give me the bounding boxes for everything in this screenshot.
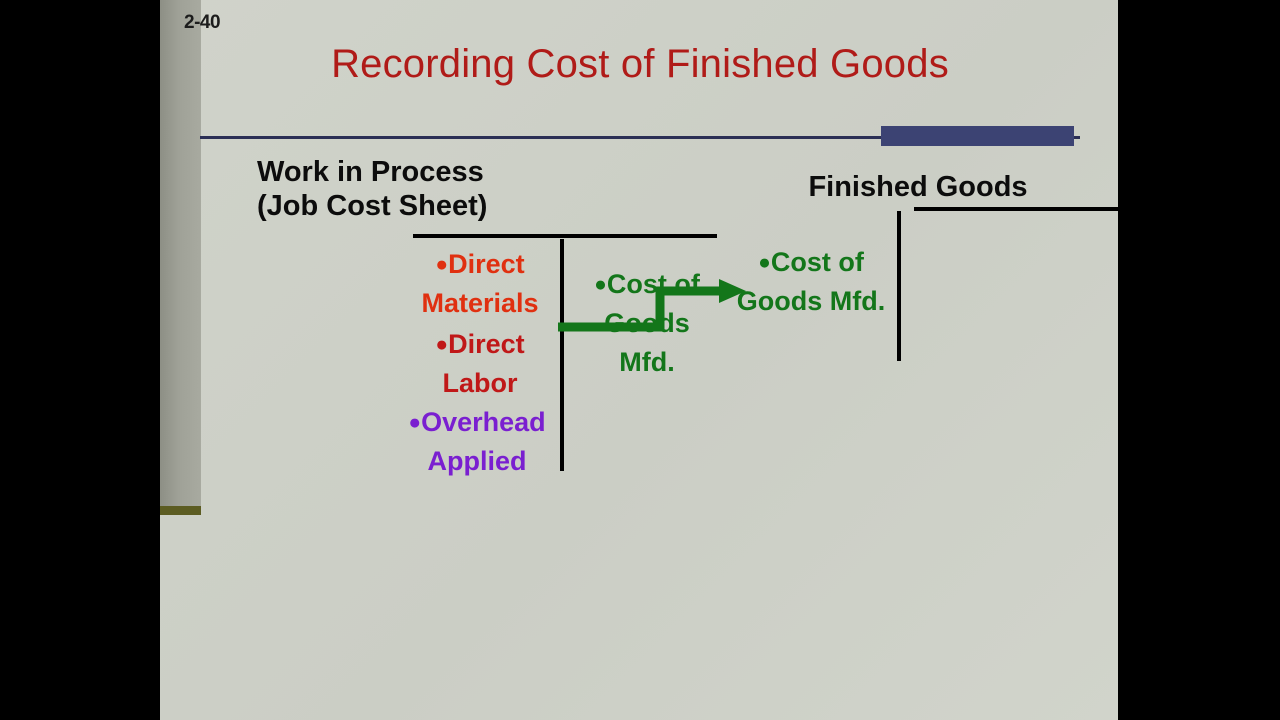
work-in-process-t-underline (413, 234, 717, 238)
work-in-process-title: Work in Process (Job Cost Sheet) (245, 155, 565, 223)
bullet-dot-icon: ● (408, 411, 422, 434)
title-divider-accent-bar (881, 126, 1074, 146)
page-title: Recording Cost of Finished Goods (331, 42, 949, 86)
title-divider-rule (200, 136, 1080, 139)
bullet-dot-icon: ● (435, 333, 449, 356)
work-in-process-account: Work in Process (Job Cost Sheet) (245, 155, 565, 223)
finished-goods-t-divider (897, 211, 901, 361)
flow-arrow-head (719, 279, 746, 303)
work-in-process-t-divider (560, 239, 564, 471)
slide-master-left-band (160, 0, 201, 506)
work-in-process-title-line2: (Job Cost Sheet) (257, 190, 488, 223)
slide-master-band-footer (160, 506, 201, 515)
finished-goods-t-underline (914, 207, 1118, 211)
finished-goods-item-cost-of-goods-manufactured-label: Cost of Goods Mfd. (736, 247, 886, 317)
bullet-dot-icon: ● (758, 251, 771, 274)
finished-goods-item-cost-of-goods-manufactured: ●Cost of Goods Mfd. (736, 243, 886, 321)
cost-of-goods-manufactured-flow-arrow (558, 279, 746, 332)
work-in-process-title-line1: Work in Process (257, 156, 484, 188)
wip-item-direct-labor-label: Direct Labor (442, 329, 525, 399)
finished-goods-title: Finished Goods (808, 171, 1028, 203)
bullet-dot-icon: ● (594, 273, 607, 296)
wip-item-direct-materials: ●Direct Materials (400, 245, 560, 323)
presentation-slide: 2-40 Recording Cost of Finished Goods Wo… (160, 0, 1118, 720)
slide-number: 2-40 (184, 12, 221, 33)
bullet-dot-icon: ● (435, 253, 449, 276)
wip-item-direct-labor: ●Direct Labor (400, 325, 560, 403)
wip-item-direct-materials-label: Direct Materials (421, 249, 539, 319)
flow-arrow-line (558, 286, 721, 332)
wip-item-overhead-applied: ●Overhead Applied (391, 403, 563, 481)
wip-item-overhead-applied-label: Overhead Applied (421, 407, 546, 477)
